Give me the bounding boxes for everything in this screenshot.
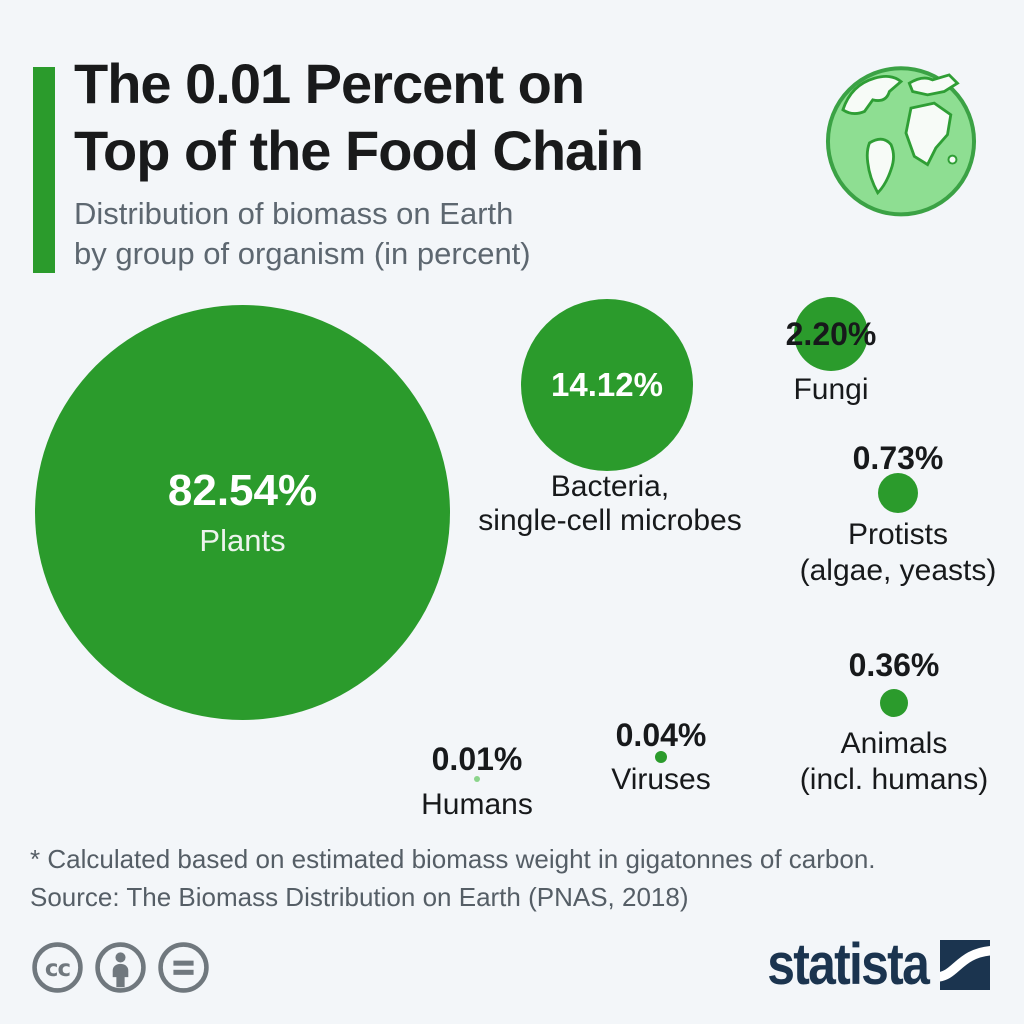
- bacteria-label: Bacteria, single-cell microbes: [478, 470, 742, 537]
- page-title: The 0.01 Percent on Top of the Food Chai…: [74, 52, 644, 182]
- plants-bubble: 82.54% Plants: [35, 305, 450, 720]
- protists-value: 0.73%: [852, 440, 944, 476]
- calculation-footnote: * Calculated based on estimated biomass …: [30, 844, 876, 874]
- statista-logo: statista: [741, 936, 990, 994]
- protists-bubble: [878, 473, 918, 513]
- fungi-bubble: [794, 297, 868, 371]
- statista-logo-mark: [940, 940, 990, 990]
- license-icons: cc: [30, 940, 211, 995]
- plants-label: Plants: [199, 522, 286, 558]
- bacteria-bubble: 14.12%: [521, 299, 693, 471]
- animals-value: 0.36%: [848, 647, 940, 683]
- fungi-label: Fungi: [793, 373, 869, 406]
- protists-label: Protists (algae, yeasts): [799, 518, 997, 587]
- bacteria-value: 14.12%: [551, 366, 663, 403]
- plants-value: 82.54%: [167, 465, 318, 515]
- viruses-label: Viruses: [611, 763, 711, 796]
- viruses-value: 0.04%: [615, 717, 707, 753]
- humans-bubble: [474, 776, 480, 782]
- viruses-bubble: [655, 751, 667, 763]
- title-accent-bar: [33, 67, 55, 273]
- fungi-value: 2.20%: [785, 316, 877, 352]
- animals-label: Animals (incl. humans): [799, 727, 989, 796]
- animals-bubble: [880, 689, 908, 717]
- no-derivatives-icon: [158, 942, 209, 993]
- svg-text:cc: cc: [45, 956, 71, 982]
- page-subtitle: Distribution of biomass on Earth by grou…: [74, 196, 531, 271]
- humans-label: Humans: [421, 788, 533, 821]
- creative-commons-icon: cc: [32, 942, 83, 993]
- globe-icon: [825, 66, 977, 217]
- statista-wordmark: statista: [767, 932, 930, 997]
- source-line: Source: The Biomass Distribution on Eart…: [30, 882, 689, 912]
- humans-value: 0.01%: [431, 741, 523, 777]
- attribution-icon: [95, 942, 146, 993]
